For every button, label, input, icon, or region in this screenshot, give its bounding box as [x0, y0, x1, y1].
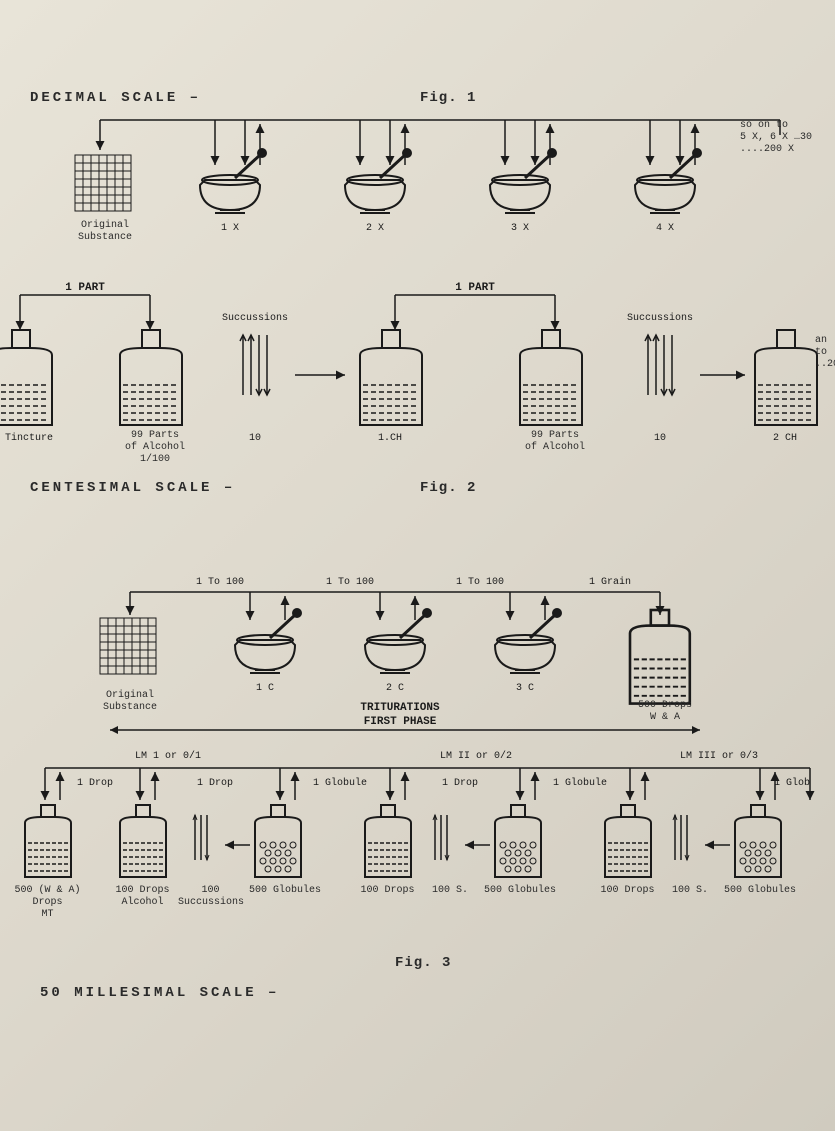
- fig-3-label: Fig. 3: [395, 955, 451, 971]
- svg-text:1 Globule: 1 Globule: [553, 777, 607, 789]
- fig3-bb10: 500 Globules: [720, 885, 800, 897]
- fig3-bb3: 100Succussions: [178, 885, 243, 909]
- mortar-3x-label: 3 X: [511, 223, 529, 234]
- fig3-bb1: 500 (W & A)DropsMT: [10, 885, 85, 921]
- svg-text:1 Grain: 1 Grain: [589, 576, 631, 588]
- fig2-part-1: 1 PART: [65, 282, 105, 294]
- fig3-bb7: 500 Globules: [480, 885, 560, 897]
- fig3-bb5: 100 Drops: [350, 885, 425, 897]
- fig2-b5: 2 CH: [773, 433, 797, 444]
- svg-text:10: 10: [654, 433, 666, 444]
- svg-text:1 To 100: 1 To 100: [196, 577, 244, 588]
- fig3-500drops-label: 500 DropsW & A: [625, 700, 705, 724]
- fig-2-label: Fig. 2: [420, 480, 476, 496]
- fig2-b3: 1.CH: [378, 433, 402, 444]
- svg-text:TRITURATIONS: TRITURATIONS: [360, 702, 440, 714]
- svg-text:1 C: 1 C: [256, 683, 274, 694]
- svg-text:FIRST PHASE: FIRST PHASE: [364, 716, 437, 728]
- fig2-part-2: 1 PART: [455, 282, 495, 294]
- mortar-2x-label: 2 X: [366, 223, 384, 234]
- svg-text:1 Drop: 1 Drop: [77, 778, 113, 789]
- fig3-bb4: 500 Globules: [245, 885, 325, 897]
- svg-text:1 To 100: 1 To 100: [326, 577, 374, 588]
- svg-text:LM II or 0/2: LM II or 0/2: [440, 750, 512, 762]
- svg-text:2 C: 2 C: [386, 683, 404, 694]
- svg-text:10: 10: [249, 433, 261, 444]
- fig1-continuation: so on to5 X, 6 X …30....200 X: [740, 120, 835, 156]
- millesimal-scale-title: 50 MILLESIMAL SCALE –: [40, 985, 279, 1001]
- fig2-b1: M. Tincture: [0, 432, 53, 444]
- mortar-1x-label: 1 X: [221, 223, 239, 234]
- fig1-original-label: OriginalSubstance: [70, 220, 140, 244]
- fig3-bb2: 100 DropsAlcohol: [105, 885, 180, 909]
- fig3-original-label: OriginalSubstance: [95, 690, 165, 714]
- fig3-bb9: 100 S.: [665, 885, 715, 897]
- svg-text:1 Glob: 1 Glob: [774, 777, 810, 789]
- svg-text:LM 1 or 0/1: LM 1 or 0/1: [135, 750, 201, 762]
- fig2-succ-2: Succussions: [627, 312, 693, 324]
- svg-text:LM III or 0/3: LM III or 0/3: [680, 750, 758, 762]
- centesimal-scale-title: CENTESIMAL SCALE –: [30, 480, 235, 496]
- fig2-b4-label: 99 Partsof Alcohol: [510, 430, 600, 454]
- fig2-succ-1: Succussions: [222, 312, 288, 324]
- fig-1-label: Fig. 1: [420, 90, 476, 106]
- decimal-scale-title: DECIMAL SCALE –: [30, 90, 201, 106]
- svg-text:1 To 100: 1 To 100: [456, 577, 504, 588]
- svg-text:3 C: 3 C: [516, 683, 534, 694]
- fig2-b2-label: 99 Partsof Alcohol1/100: [110, 430, 200, 466]
- fig3-bb6: 100 S.: [425, 885, 475, 897]
- fig2-continuation: anto..20: [815, 335, 835, 371]
- fig-3-diagram: 1 To 100 1 To 100 1 To 100 1 Grain 1 C 2…: [0, 560, 835, 1000]
- svg-text:1 Globule: 1 Globule: [313, 777, 367, 789]
- svg-text:1 Drop: 1 Drop: [197, 778, 233, 789]
- fig3-bb8: 100 Drops: [590, 885, 665, 897]
- mortar-4x-label: 4 X: [656, 223, 674, 234]
- svg-text:1 Drop: 1 Drop: [442, 778, 478, 789]
